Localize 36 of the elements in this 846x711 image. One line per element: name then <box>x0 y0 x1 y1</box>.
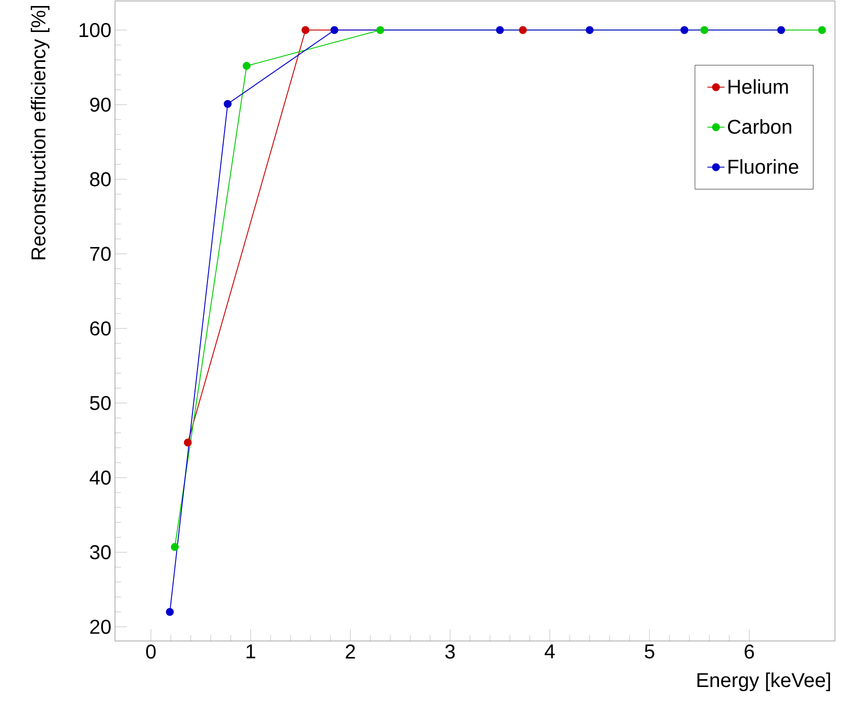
point <box>496 26 504 34</box>
x-tick-label: 5 <box>644 644 654 658</box>
point <box>680 26 688 34</box>
y-tick-label: 70 <box>90 246 111 261</box>
x-tick-label: 1 <box>246 644 256 658</box>
point <box>777 26 786 34</box>
point <box>184 438 192 447</box>
x-axis-title: Energy [keVee] <box>697 672 830 692</box>
point <box>170 543 179 551</box>
point <box>302 26 310 34</box>
legend-label: Carbon <box>728 119 792 134</box>
y-axis-title: Reconstruction efficiency [%] <box>30 6 50 260</box>
x-tick-label: 3 <box>445 644 455 659</box>
x-tick-label: 6 <box>744 644 754 659</box>
point <box>586 26 594 34</box>
point <box>224 100 232 108</box>
x-tick-label: 0 <box>146 644 156 659</box>
point <box>330 26 338 34</box>
legend-label: Helium <box>728 79 788 94</box>
point <box>242 62 251 70</box>
point <box>700 26 708 34</box>
point <box>818 26 826 34</box>
y-tick-label: 60 <box>90 321 111 336</box>
x-tick-label: 4 <box>544 644 555 658</box>
x-tick-label: 2 <box>346 644 355 658</box>
point <box>166 608 174 616</box>
y-tick-label: 30 <box>90 545 111 560</box>
point <box>376 26 384 34</box>
y-tick-label: 100 <box>80 23 111 38</box>
legend-label: Fluorine <box>728 159 798 174</box>
y-tick-label: 20 <box>90 620 111 634</box>
y-tick-label: 90 <box>90 98 111 112</box>
point <box>518 26 527 34</box>
y-tick-label: 50 <box>90 396 111 410</box>
y-tick-label: 80 <box>90 172 111 186</box>
y-tick-label: 40 <box>90 470 111 485</box>
